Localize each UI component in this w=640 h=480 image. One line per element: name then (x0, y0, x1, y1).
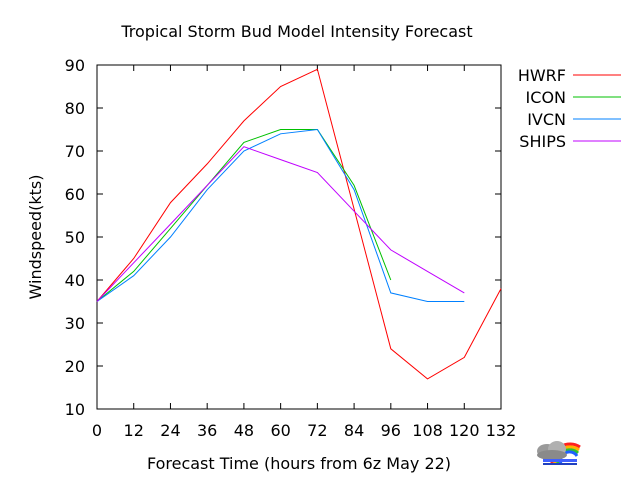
series-line-hwrf (96, 68, 502, 380)
x-tick-label: 120 (449, 421, 480, 440)
axis-ticks (96, 64, 502, 410)
x-tick-label: 12 (124, 421, 144, 440)
series-line-ivcn (96, 128, 465, 302)
y-tick-label: 30 (65, 314, 85, 333)
x-tick-label: 60 (270, 421, 290, 440)
x-tick-label: 24 (160, 421, 180, 440)
series-lines (96, 68, 502, 380)
y-tick-label: 70 (65, 142, 85, 161)
y-tick-label: 40 (65, 271, 85, 290)
y-tick-label: 10 (65, 400, 85, 419)
x-tick-label: 0 (92, 421, 102, 440)
x-axis-label: Forecast Time (hours from 6z May 22) (147, 454, 451, 473)
x-tick-label: 48 (234, 421, 254, 440)
x-tick-label: 108 (412, 421, 443, 440)
chart-title: Tropical Storm Bud Model Intensity Forec… (120, 22, 472, 41)
y-tick-label: 60 (65, 185, 85, 204)
legend: HWRF ICON IVCN SHIPS (518, 66, 621, 151)
legend-label-hwrf: HWRF (518, 66, 566, 85)
y-tick-labels: 10 20 30 40 50 60 70 80 90 (65, 56, 85, 419)
series-line-ships (96, 146, 465, 302)
x-tick-label: 132 (486, 421, 517, 440)
y-tick-label: 90 (65, 56, 85, 75)
y-tick-label: 50 (65, 228, 85, 247)
legend-label-ivcn: IVCN (527, 110, 566, 129)
x-tick-label: 72 (307, 421, 327, 440)
y-tick-label: 80 (65, 99, 85, 118)
series-line-icon (96, 129, 392, 302)
x-tick-label: 84 (344, 421, 364, 440)
x-tick-label: 96 (381, 421, 401, 440)
y-tick-label: 20 (65, 357, 85, 376)
legend-label-ships: SHIPS (519, 132, 566, 151)
legend-label-icon: ICON (526, 88, 566, 107)
y-axis-label: Windspeed(kts) (26, 175, 45, 300)
x-tick-label: 36 (197, 421, 217, 440)
x-tick-labels: 0 12 24 36 48 60 72 84 96 108 120 132 (92, 421, 516, 440)
weather-logo-icon (537, 441, 581, 465)
